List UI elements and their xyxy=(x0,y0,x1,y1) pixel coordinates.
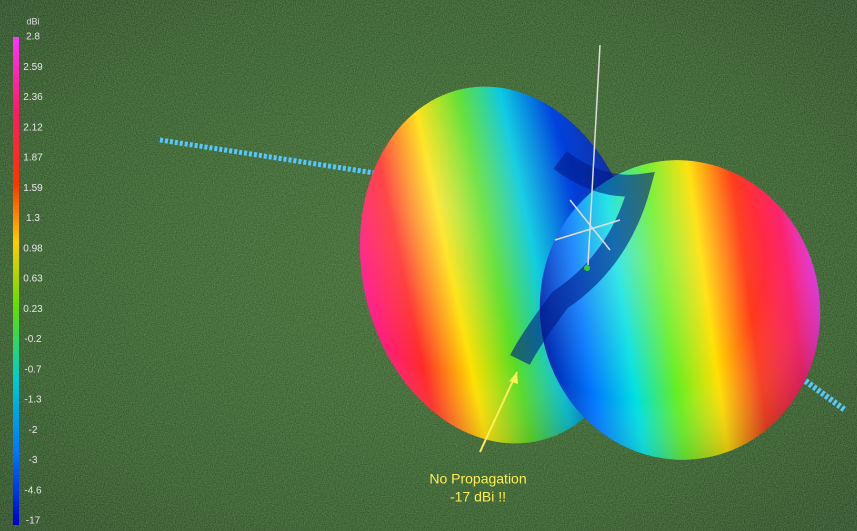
colorbar-label: 2.59 xyxy=(23,62,43,73)
colorbar-label: -4.6 xyxy=(24,485,42,496)
colorbar-label: -17 xyxy=(26,516,41,527)
annotation-arrow xyxy=(479,371,518,453)
colorbar-label: -1.3 xyxy=(24,395,42,406)
colorbar-label: 2.36 xyxy=(23,92,43,103)
null-region xyxy=(510,151,655,366)
colorbar-label: -0.2 xyxy=(24,334,42,345)
colorbar-label: 0.23 xyxy=(23,304,43,315)
colorbar-label: -2 xyxy=(29,425,38,436)
colorbar-unit: dBi xyxy=(26,16,39,26)
colorbar-label: 1.87 xyxy=(23,153,43,164)
colorbar-label: -3 xyxy=(29,455,38,466)
arrow-head xyxy=(509,372,518,384)
annotation-text: No Propagation xyxy=(429,471,526,487)
colorbar-labels: 2.8 2.59 2.36 2.12 1.87 1.59 1.3 0.98 0.63 0.23 -0… xyxy=(23,32,43,527)
annotation-text: -17 dBi !! xyxy=(450,489,506,505)
colorbar-label: 2.12 xyxy=(23,122,43,133)
colorbar xyxy=(13,37,19,525)
colorbar-label: 0.98 xyxy=(23,243,43,254)
colorbar-label: 0.63 xyxy=(23,274,43,285)
axes-gizmo xyxy=(554,44,621,271)
colorbar-label: 1.3 xyxy=(26,213,40,224)
colorbar-label: 2.8 xyxy=(26,32,40,43)
colorbar-label: 1.59 xyxy=(23,183,43,194)
wire xyxy=(159,137,421,183)
colorbar-label: -0.7 xyxy=(24,364,42,375)
radiation-lobes xyxy=(359,86,821,460)
